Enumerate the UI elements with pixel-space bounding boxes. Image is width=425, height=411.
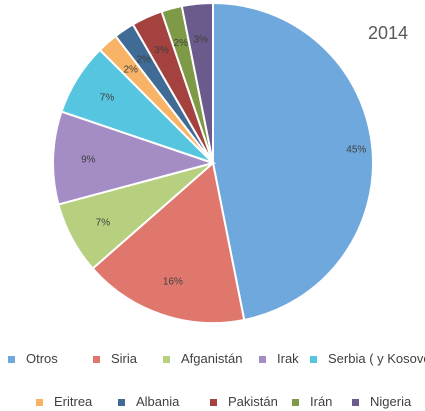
legend-swatch bbox=[36, 398, 43, 406]
legend-item-5: Serbia ( y Kosovo) bbox=[310, 350, 425, 368]
legend-row-1: Otros Siria Afganistán Irak Serbia ( y Kosov… bbox=[0, 350, 425, 368]
legend-item-4: Irak bbox=[259, 350, 299, 368]
data-label-3: 7% bbox=[96, 217, 111, 228]
legend-item-2: Siria bbox=[93, 350, 137, 368]
legend-item-10: Nigeria bbox=[352, 393, 411, 411]
legend-swatch bbox=[210, 398, 217, 406]
legend-label: Eritrea bbox=[54, 394, 93, 409]
data-label-5: 7% bbox=[100, 93, 115, 104]
legend-label: Pakistán bbox=[228, 394, 278, 409]
legend-swatch bbox=[8, 355, 15, 363]
data-label-10: 3% bbox=[194, 34, 209, 45]
legend-label: Irán bbox=[310, 394, 333, 409]
legend-swatch bbox=[93, 355, 100, 363]
legend-swatch bbox=[352, 398, 359, 406]
data-label-2: 16% bbox=[163, 277, 183, 288]
legend-item-6: Eritrea bbox=[36, 393, 92, 411]
legend-label: Siria bbox=[111, 351, 138, 366]
data-label-8: 3% bbox=[154, 45, 169, 56]
data-label-4: 9% bbox=[81, 154, 96, 165]
pie-slice-2 bbox=[91, 161, 246, 325]
legend-swatch bbox=[163, 355, 170, 363]
legend-row-2: Eritrea Albania Pakistán Irán Nigeria bbox=[0, 393, 425, 411]
data-label-7: 2% bbox=[136, 55, 151, 66]
legend-label: Otros bbox=[26, 351, 58, 366]
pie-slice-1 bbox=[212, 1, 375, 322]
legend-label: Albania bbox=[136, 394, 180, 409]
data-label-1: 45% bbox=[346, 144, 366, 155]
chart-title: 2014 bbox=[368, 23, 409, 43]
legend-label: Nigeria bbox=[370, 394, 412, 409]
legend-item-1: Otros bbox=[8, 350, 58, 368]
pie-slice-10 bbox=[180, 1, 214, 164]
data-label-9: 2% bbox=[173, 38, 188, 49]
legend-swatch bbox=[310, 355, 317, 363]
legend-swatch bbox=[292, 398, 299, 406]
legend-label: Afganistán bbox=[181, 351, 243, 366]
legend-swatch bbox=[259, 355, 266, 363]
legend-item-3: Afganistán bbox=[163, 350, 242, 368]
pie-slice-4 bbox=[51, 110, 217, 206]
legend-item-7: Albania bbox=[118, 393, 179, 411]
legend-label: Serbia ( y Kosovo) bbox=[328, 351, 425, 366]
data-label-6: 2% bbox=[123, 65, 138, 76]
legend-item-8: Pakistán bbox=[210, 393, 278, 411]
legend-label: Irak bbox=[277, 351, 299, 366]
legend-item-9: Irán bbox=[292, 393, 332, 411]
legend-swatch bbox=[118, 398, 125, 406]
